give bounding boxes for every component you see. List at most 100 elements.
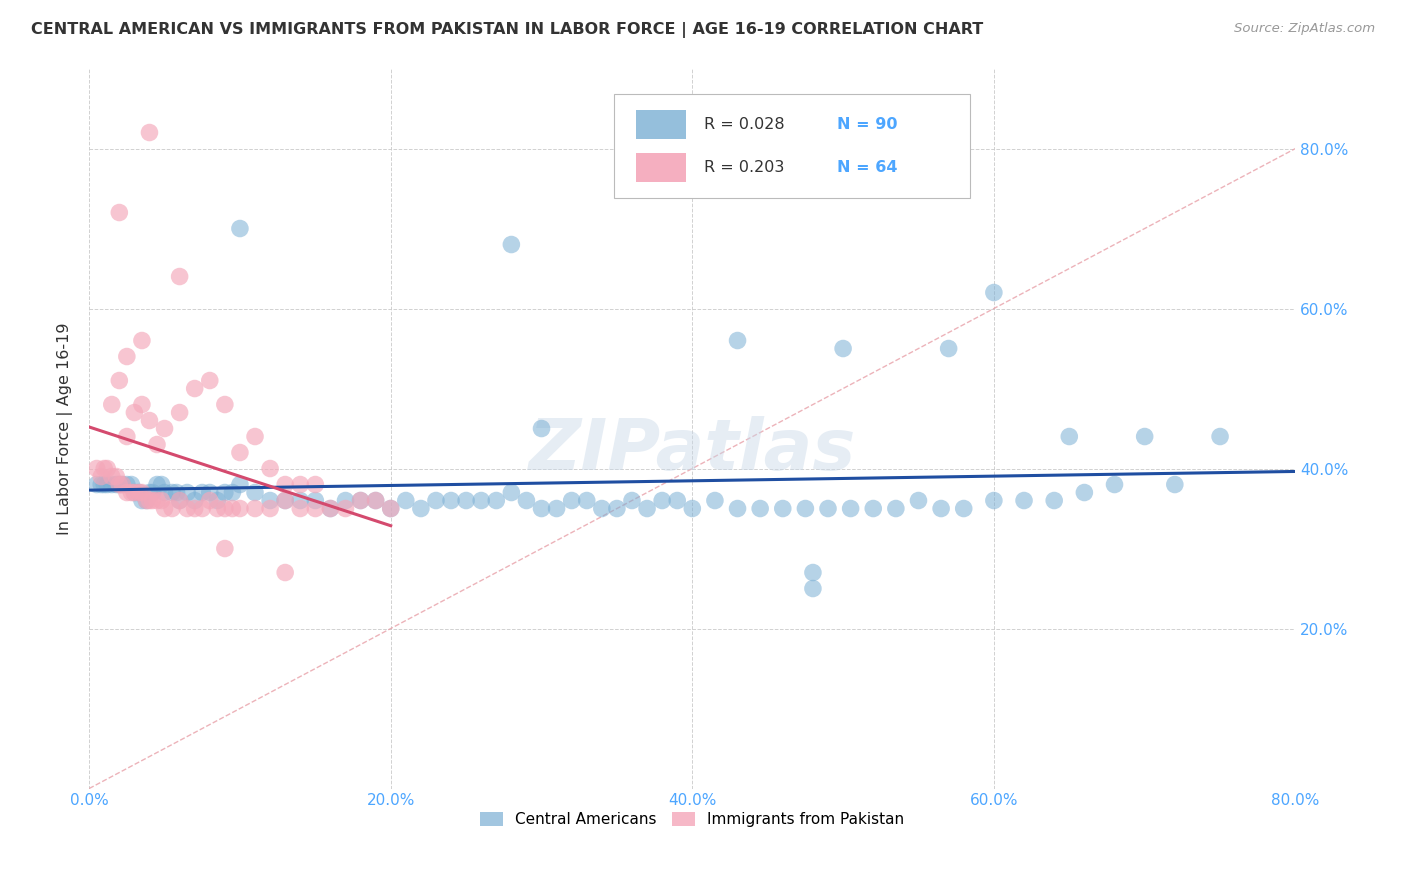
- Point: [364, 493, 387, 508]
- Point: [198, 485, 221, 500]
- Point: [440, 493, 463, 508]
- Point: [138, 485, 160, 500]
- Point: [198, 493, 221, 508]
- Point: [952, 501, 974, 516]
- Point: [221, 501, 243, 516]
- Point: [86, 461, 108, 475]
- Point: [153, 485, 176, 500]
- Point: [146, 437, 169, 451]
- Point: [169, 405, 191, 419]
- Point: [259, 493, 281, 508]
- Point: [409, 501, 432, 516]
- Point: [183, 382, 205, 396]
- Point: [128, 485, 150, 500]
- Point: [319, 501, 342, 516]
- Point: [90, 469, 112, 483]
- Point: [169, 493, 191, 508]
- Point: [229, 477, 252, 491]
- Point: [651, 493, 673, 508]
- Point: [108, 477, 131, 491]
- Point: [364, 493, 387, 508]
- Point: [108, 477, 131, 491]
- Point: [395, 493, 418, 508]
- Point: [749, 501, 772, 516]
- Point: [801, 582, 824, 596]
- Point: [90, 477, 112, 491]
- Point: [150, 493, 173, 508]
- Point: [1012, 493, 1035, 508]
- Point: [259, 461, 281, 475]
- Point: [839, 501, 862, 516]
- Point: [138, 493, 160, 508]
- Text: R = 0.028: R = 0.028: [704, 117, 785, 132]
- Point: [1164, 477, 1187, 491]
- Text: ZIPatlas: ZIPatlas: [529, 416, 856, 484]
- Point: [131, 485, 153, 500]
- Point: [259, 501, 281, 516]
- Point: [274, 566, 297, 580]
- Text: Source: ZipAtlas.com: Source: ZipAtlas.com: [1234, 22, 1375, 36]
- Point: [727, 334, 749, 348]
- Point: [530, 501, 553, 516]
- Point: [274, 493, 297, 508]
- Point: [794, 501, 817, 516]
- Point: [884, 501, 907, 516]
- Point: [207, 501, 229, 516]
- Point: [176, 485, 198, 500]
- Point: [153, 501, 176, 516]
- Point: [105, 469, 128, 483]
- Point: [183, 501, 205, 516]
- Point: [832, 342, 855, 356]
- Point: [169, 269, 191, 284]
- Point: [207, 493, 229, 508]
- Point: [131, 398, 153, 412]
- Point: [290, 477, 312, 491]
- Point: [86, 477, 108, 491]
- Point: [124, 405, 146, 419]
- Point: [1073, 485, 1095, 500]
- Point: [100, 477, 122, 491]
- Point: [561, 493, 583, 508]
- Point: [176, 501, 198, 516]
- Point: [153, 421, 176, 435]
- Text: R = 0.203: R = 0.203: [704, 161, 785, 176]
- Bar: [636, 111, 686, 139]
- Point: [929, 501, 952, 516]
- Legend: Central Americans, Immigrants from Pakistan: Central Americans, Immigrants from Pakis…: [472, 805, 912, 835]
- Point: [108, 374, 131, 388]
- Point: [335, 493, 357, 508]
- Point: [591, 501, 613, 516]
- Point: [1043, 493, 1066, 508]
- Point: [120, 477, 142, 491]
- Point: [703, 493, 725, 508]
- Point: [681, 501, 703, 516]
- Point: [229, 221, 252, 235]
- Point: [1209, 429, 1232, 443]
- Point: [801, 566, 824, 580]
- Point: [546, 501, 568, 516]
- Point: [243, 501, 266, 516]
- Point: [135, 493, 157, 508]
- Point: [515, 493, 537, 508]
- Point: [108, 205, 131, 219]
- Point: [304, 501, 326, 516]
- Point: [243, 485, 266, 500]
- Point: [380, 501, 402, 516]
- Point: [727, 501, 749, 516]
- Point: [1133, 429, 1156, 443]
- Point: [191, 485, 214, 500]
- Point: [141, 485, 163, 500]
- Point: [862, 501, 884, 516]
- Point: [666, 493, 689, 508]
- Point: [938, 342, 960, 356]
- Point: [115, 429, 138, 443]
- Point: [229, 445, 252, 459]
- Point: [501, 237, 523, 252]
- Point: [274, 477, 297, 491]
- Point: [115, 350, 138, 364]
- Point: [150, 477, 173, 491]
- Point: [135, 493, 157, 508]
- Point: [304, 477, 326, 491]
- Point: [319, 501, 342, 516]
- Point: [636, 501, 658, 516]
